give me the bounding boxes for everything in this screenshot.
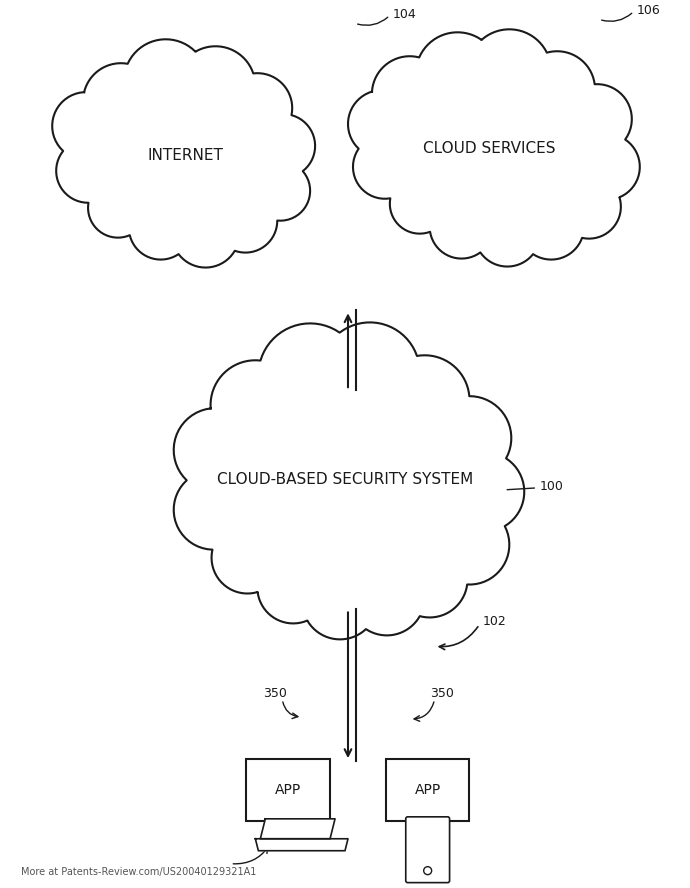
Text: 100: 100 [539,480,563,494]
Text: More at Patents-Review.com/US20040129321A1: More at Patents-Review.com/US20040129321… [21,867,257,876]
Polygon shape [255,839,348,851]
Text: INTERNET: INTERNET [148,148,224,163]
Text: 350: 350 [430,686,453,700]
Polygon shape [260,819,335,839]
Polygon shape [174,322,524,639]
Polygon shape [52,39,315,267]
FancyBboxPatch shape [406,817,450,883]
Text: 106: 106 [637,4,660,17]
FancyBboxPatch shape [246,759,330,821]
Text: APP: APP [275,783,302,797]
Text: 350: 350 [264,686,287,700]
Text: 102: 102 [482,615,506,628]
Text: CLOUD SERVICES: CLOUD SERVICES [423,141,555,156]
Text: 104: 104 [393,8,417,20]
Text: APP: APP [415,783,441,797]
Text: CLOUD-BASED SECURITY SYSTEM: CLOUD-BASED SECURITY SYSTEM [217,472,473,488]
FancyBboxPatch shape [386,759,469,821]
Polygon shape [348,29,640,266]
